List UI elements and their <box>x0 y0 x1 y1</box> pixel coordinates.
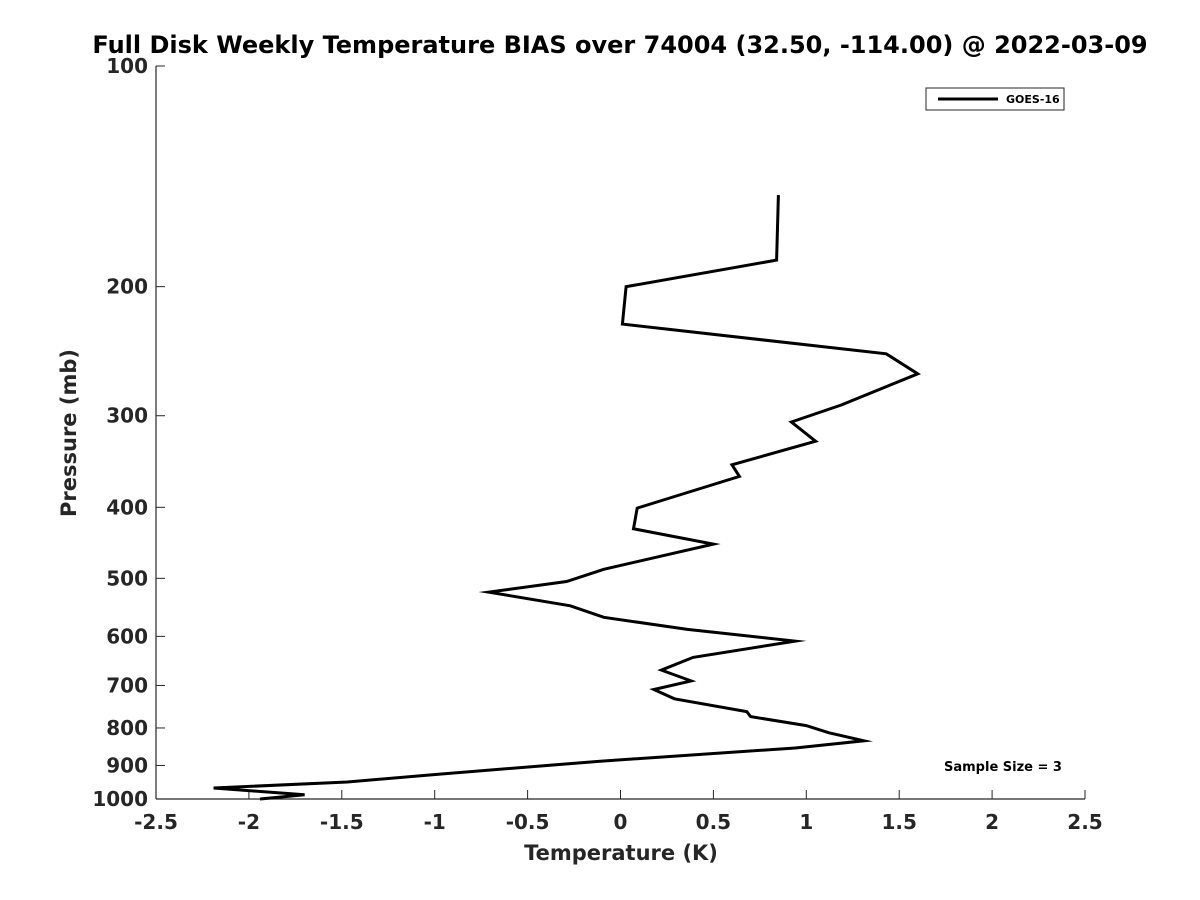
y-tick-label: 200 <box>106 275 148 299</box>
x-tick-label: 1.5 <box>881 810 916 834</box>
y-tick-label: 1000 <box>92 787 148 811</box>
x-tick-label: 2.5 <box>1067 810 1102 834</box>
series-line-goes-16 <box>213 195 922 801</box>
x-tick-label: -0.5 <box>506 810 550 834</box>
y-tick-label: 500 <box>106 566 148 590</box>
x-tick-label: -2 <box>238 810 260 834</box>
series-layer <box>213 195 922 801</box>
y-axis-label: Pressure (mb) <box>57 349 81 517</box>
y-tick-label: 700 <box>106 673 148 697</box>
x-tick-label: 0.5 <box>696 810 731 834</box>
legend-label-goes-16: GOES-16 <box>1006 93 1060 106</box>
x-axis-label: Temperature (K) <box>524 841 718 865</box>
legend: GOES-16 <box>925 87 1065 111</box>
x-tick-label: 1 <box>799 810 813 834</box>
axes: -2.5 -2 -1.5 -1 -0.5 0 0.5 1 1.5 2 2.5 100 200 300 400… <box>92 54 1102 834</box>
x-tick-label: 0 <box>614 810 628 834</box>
x-tick-label: -1.5 <box>320 810 364 834</box>
y-tick-label: 400 <box>106 495 148 519</box>
y-tick-label: 100 <box>106 54 148 78</box>
x-tick-label: 2 <box>985 810 999 834</box>
y-tick-label: 600 <box>106 624 148 648</box>
y-tick-label: 900 <box>106 753 148 777</box>
x-tick-label: -2.5 <box>134 810 178 834</box>
sample-size-annotation: Sample Size = 3 <box>944 760 1062 775</box>
y-tick-label: 800 <box>106 716 148 740</box>
y-tick-label: 300 <box>106 404 148 428</box>
x-tick-label: -1 <box>424 810 446 834</box>
chart-title: Full Disk Weekly Temperature BIAS over 7… <box>92 31 1147 59</box>
